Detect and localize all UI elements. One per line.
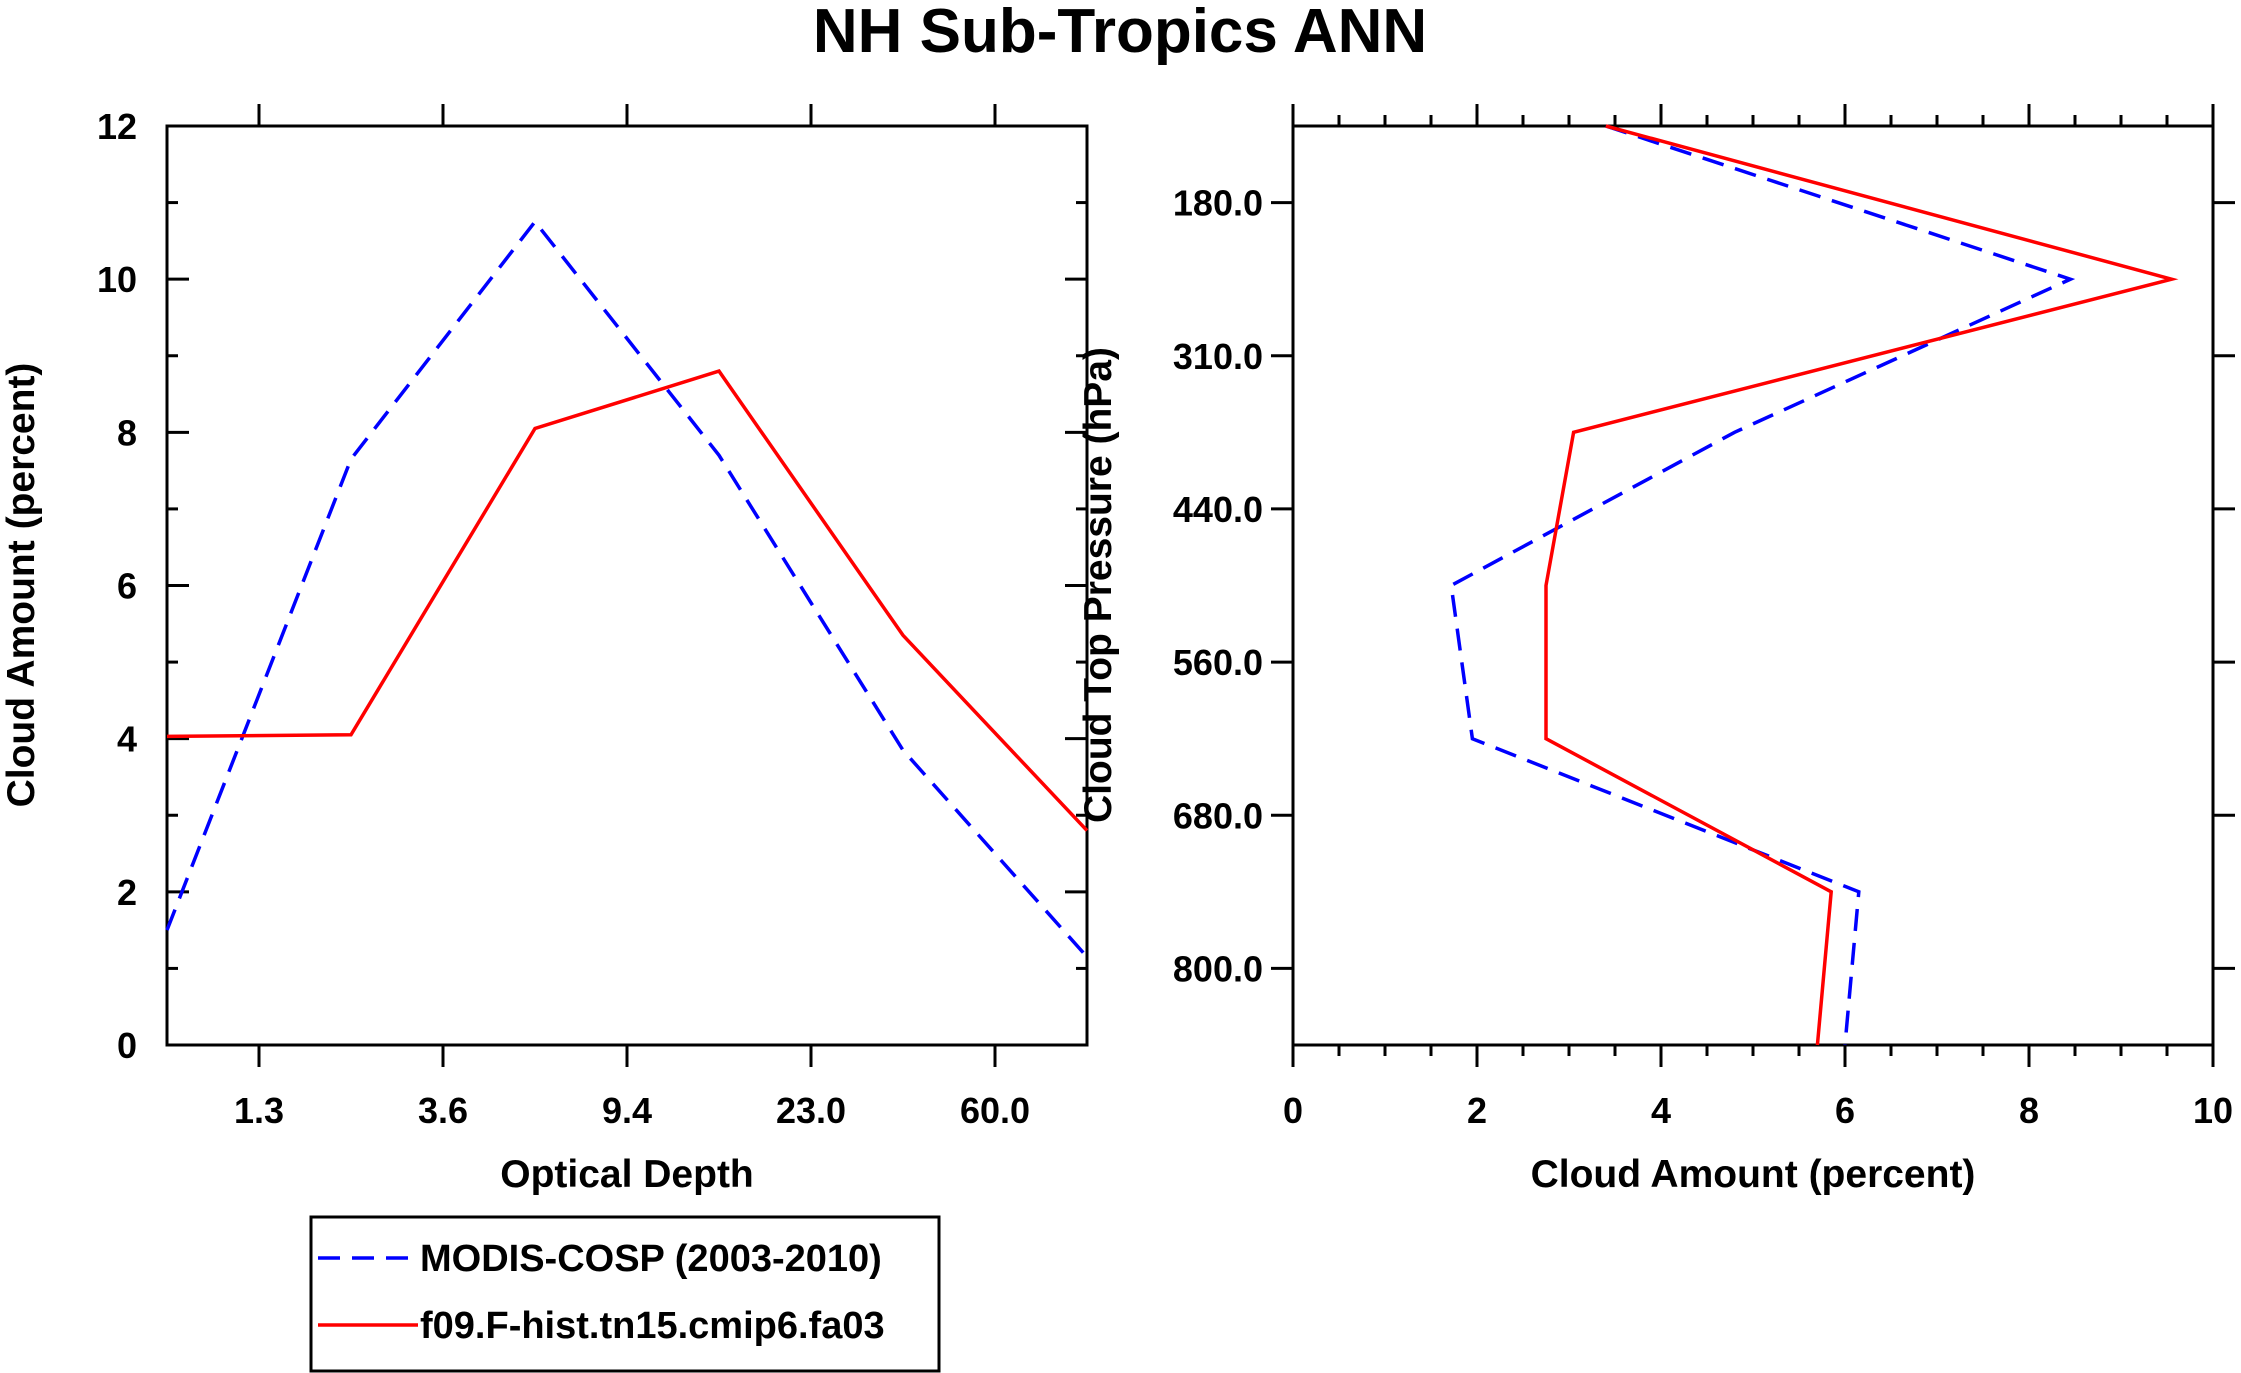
left-y-tick-label: 12 [97, 106, 137, 147]
left-series-lines [165, 218, 1089, 959]
right-y-tick-label: 560.0 [1173, 642, 1263, 683]
left-series-model [166, 369, 1089, 832]
legend: MODIS-COSP (2003-2010) f09.F-hist.tn15.c… [309, 1215, 941, 1373]
left-plot-frame [165, 124, 1089, 1047]
chart-title: NH Sub-Tropics ANN [813, 0, 1427, 66]
right-series-modis [1449, 124, 2076, 1046]
left-x-tick-label: 9.4 [602, 1090, 652, 1131]
left-x-tick-label: 60.0 [960, 1090, 1030, 1131]
right-x-tick-label: 10 [2193, 1090, 2233, 1131]
left-x-tick-label: 1.3 [234, 1090, 284, 1131]
left-axis-ticks [167, 104, 1087, 1067]
left-y-tick-label: 10 [97, 259, 137, 300]
right-x-tick-label: 4 [1651, 1090, 1671, 1131]
right-y-tick-label: 310.0 [1173, 336, 1263, 377]
right-x-tick-label: 2 [1467, 1090, 1487, 1131]
left-y-tick-label: 4 [117, 719, 137, 760]
right-series-lines [1449, 124, 2179, 1046]
right-y-axis-label: Cloud Top Pressure (hPa) [1077, 347, 1120, 823]
optical-depth-panel: 0 2 4 6 8 10 12 1.3 3.6 9.4 23.0 60.0 Optical Depth… [0, 104, 1089, 1196]
right-x-tick-label: 6 [1835, 1090, 1855, 1131]
right-tick-labels: 0 2 4 6 8 10 180.0 310.0 440.0 560.0 680.0 800.0 [1173, 183, 2233, 1131]
right-plot-frame [1291, 124, 2215, 1047]
right-y-tick-label: 180.0 [1173, 183, 1263, 224]
right-series-model [1544, 124, 2179, 1046]
right-y-tick-label: 680.0 [1173, 795, 1263, 836]
right-x-axis-label: Cloud Amount (percent) [1531, 1153, 1976, 1196]
left-x-tick-label: 23.0 [776, 1090, 846, 1131]
legend-box [309, 1215, 941, 1373]
right-x-tick-label: 8 [2019, 1090, 2039, 1131]
right-y-tick-label: 800.0 [1173, 948, 1263, 989]
right-y-tick-label: 440.0 [1173, 489, 1263, 530]
left-y-axis-label: Cloud Amount (percent) [0, 363, 43, 808]
left-y-tick-label: 2 [117, 872, 137, 913]
right-axis-ticks [1271, 104, 2235, 1067]
right-x-tick-label: 0 [1283, 1090, 1303, 1131]
left-y-tick-label: 0 [117, 1025, 137, 1066]
left-series-modis [165, 218, 1089, 959]
left-x-axis-label: Optical Depth [500, 1153, 754, 1196]
left-x-tick-label: 3.6 [418, 1090, 468, 1131]
left-y-tick-label: 6 [117, 566, 137, 607]
cloud-top-pressure-panel: 0 2 4 6 8 10 180.0 310.0 440.0 560.0 680.0 800.0 Cl… [1077, 104, 2235, 1196]
legend-label-model: f09.F-hist.tn15.cmip6.fa03 [420, 1305, 885, 1347]
left-y-tick-label: 8 [117, 412, 137, 453]
left-tick-labels: 0 2 4 6 8 10 12 1.3 3.6 9.4 23.0 60.0 [97, 106, 1030, 1131]
legend-label-modis: MODIS-COSP (2003-2010) [420, 1238, 882, 1280]
